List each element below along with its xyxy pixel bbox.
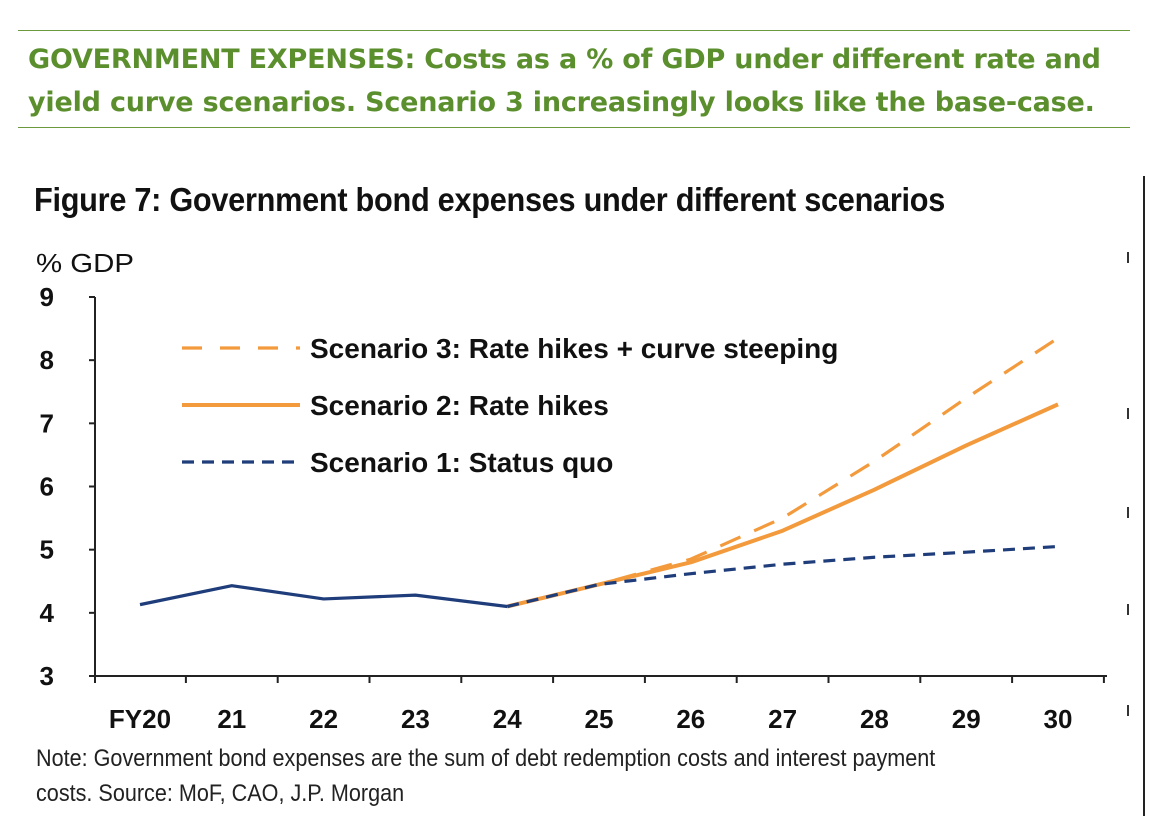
x-tick-label: 24 bbox=[493, 704, 522, 734]
y-tick-label: 6 bbox=[40, 472, 54, 502]
series-line-scenario-1-status-quo bbox=[506, 544, 1059, 609]
y-tick-label: 7 bbox=[40, 408, 54, 438]
y-tick-label: 9 bbox=[40, 282, 54, 312]
figure-title: Figure 7: Government bond expenses under… bbox=[34, 181, 945, 218]
edge-tick-mark bbox=[1127, 408, 1129, 419]
header-top-rule bbox=[18, 30, 1130, 31]
x-tick-label: 21 bbox=[217, 704, 246, 734]
legend-label: Scenario 2: Rate hikes bbox=[310, 390, 609, 421]
legend-label: Scenario 3: Rate hikes + curve steeping bbox=[310, 333, 838, 364]
edge-tick-mark bbox=[1127, 705, 1129, 716]
edge-tick-mark bbox=[1127, 507, 1129, 518]
x-tick-label: 28 bbox=[860, 704, 889, 734]
y-tick-label: 5 bbox=[40, 535, 54, 565]
series-line-scenario-2-rate-hikes bbox=[506, 402, 1059, 609]
x-tick-label: FY20 bbox=[109, 704, 171, 734]
x-tick-label: 25 bbox=[585, 704, 614, 734]
x-tick-label: 30 bbox=[1044, 704, 1073, 734]
x-tick-label: 22 bbox=[309, 704, 338, 734]
x-tick-label: 27 bbox=[768, 704, 797, 734]
edge-tick-mark bbox=[1127, 252, 1129, 263]
figure-note: Note: Government bond expenses are the s… bbox=[36, 745, 936, 807]
x-tick-label: 26 bbox=[676, 704, 705, 734]
series-line-historical bbox=[139, 584, 508, 609]
edge-tick-mark bbox=[1127, 604, 1129, 615]
y-tick-label: 4 bbox=[40, 598, 55, 628]
legend-label: Scenario 1: Status quo bbox=[310, 447, 613, 478]
x-tick-label: 29 bbox=[952, 704, 981, 734]
header-caption: GOVERNMENT EXPENSES: Costs as a % of GDP… bbox=[28, 44, 1101, 118]
y-tick-label: 3 bbox=[40, 661, 54, 691]
y-tick-label: 8 bbox=[40, 345, 54, 375]
y-axis-label: % GDP bbox=[36, 248, 134, 278]
figure-frame-line bbox=[1143, 176, 1145, 816]
x-tick-label: 23 bbox=[401, 704, 430, 734]
header-bottom-rule bbox=[18, 127, 1130, 128]
